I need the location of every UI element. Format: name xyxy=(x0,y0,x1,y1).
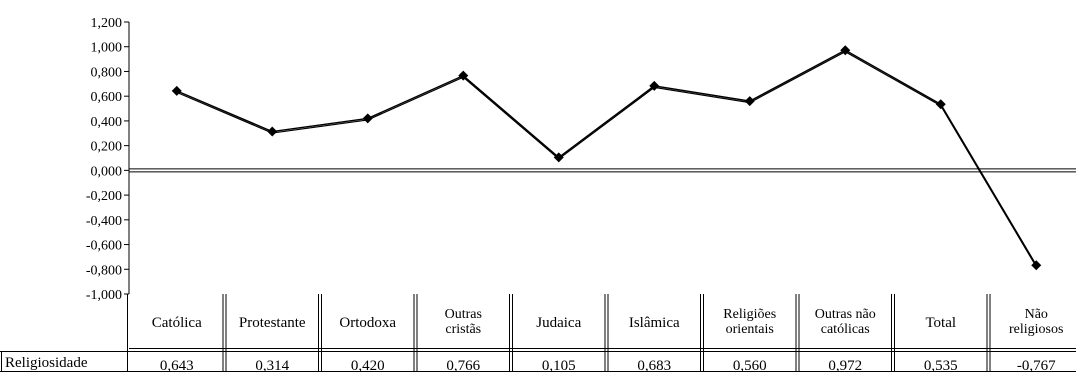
data-value-label: 0,105 xyxy=(542,358,576,372)
data-point xyxy=(649,80,660,91)
data-point xyxy=(458,70,469,81)
y-tick-label: 0,000 xyxy=(91,164,123,179)
data-value-label: 0,643 xyxy=(160,358,194,372)
category-label: Outras não xyxy=(815,307,876,322)
y-tick-label: 0,400 xyxy=(91,115,123,130)
category-label: Não xyxy=(1025,307,1048,322)
zero-baseline xyxy=(129,168,1076,173)
category-label: Total xyxy=(925,315,956,331)
category-label: Outras xyxy=(445,307,482,322)
category-label: orientais xyxy=(726,322,774,337)
series-label: Religiosidade xyxy=(5,355,88,371)
category-label: Judaica xyxy=(536,315,581,331)
data-value-label: 0,314 xyxy=(255,358,289,372)
y-tick-label: 1,000 xyxy=(91,41,123,56)
data-table: Católica Protestante Ortodoxa Outrascristãs… xyxy=(0,294,1076,372)
y-tick-label: 1,200 xyxy=(91,16,123,31)
category-label: Ortodoxa xyxy=(339,315,396,331)
data-value-label: 0,535 xyxy=(924,358,958,372)
data-value-label: 0,972 xyxy=(828,358,862,372)
data-point xyxy=(840,45,851,56)
series-religiosidade xyxy=(171,45,1042,271)
data-point xyxy=(553,152,564,163)
category-label: Católica xyxy=(152,315,202,331)
category-label: Islâmica xyxy=(629,315,680,331)
data-point xyxy=(1031,260,1042,271)
data-value-label: 0,683 xyxy=(637,358,671,372)
category-label: religiosos xyxy=(1009,322,1063,337)
category-label: Protestante xyxy=(239,315,306,331)
data-value-label: 0,560 xyxy=(733,358,767,372)
category-label: cristãs xyxy=(445,322,481,337)
y-tick-label: 0,800 xyxy=(91,65,123,80)
y-tick-label: -0,200 xyxy=(86,189,122,204)
y-tick-label: 0,600 xyxy=(91,90,123,105)
data-value-label: 0,420 xyxy=(351,358,385,372)
data-point xyxy=(267,126,278,137)
category-label: católicas xyxy=(821,322,870,337)
y-tick-label: -0,600 xyxy=(86,239,122,254)
data-point xyxy=(744,96,755,107)
data-value-label: 0,766 xyxy=(446,358,480,372)
data-point xyxy=(171,85,182,96)
y-tick-label: -1,000 xyxy=(86,288,122,303)
category-label: Religiões xyxy=(723,307,776,322)
series-line-shadow xyxy=(176,51,1037,267)
data-point xyxy=(935,99,946,110)
data-point xyxy=(362,113,373,124)
series-line xyxy=(176,49,1037,266)
y-tick-label: -0,400 xyxy=(86,214,122,229)
data-value-label: -0,767 xyxy=(1017,358,1056,372)
y-tick-label: -0,800 xyxy=(86,263,122,278)
y-tick-label: 0,200 xyxy=(91,140,123,155)
y-axis: 1,200 1,000 0,800 0,600 0,400 0,200 0,000 -0,20… xyxy=(86,16,130,303)
